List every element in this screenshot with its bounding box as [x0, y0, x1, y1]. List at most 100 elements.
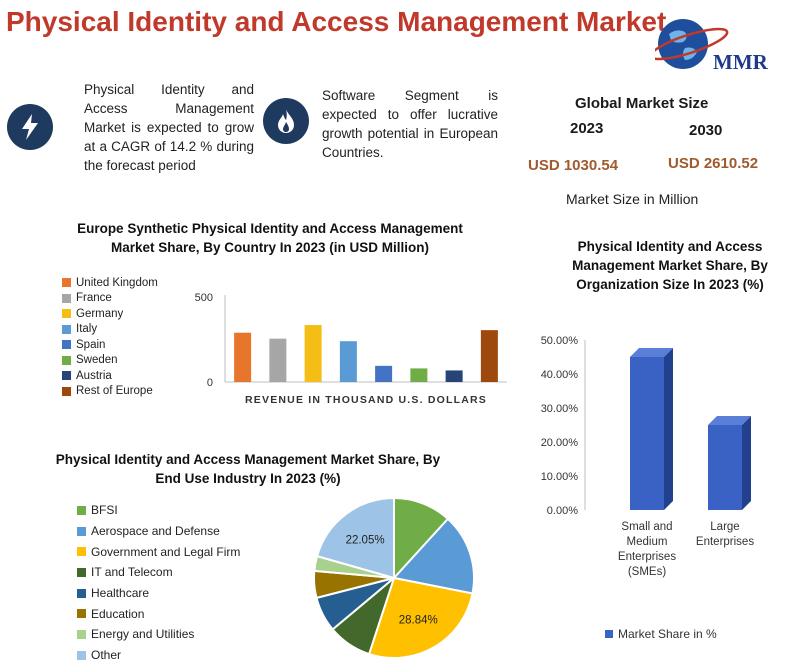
legend-swatch [77, 609, 86, 619]
bar [630, 357, 664, 510]
pie-slice-label: 22.05% [346, 535, 385, 547]
legend-swatch [62, 371, 71, 381]
x-axis-label: REVENUE IN THOUSAND U.S. DOLLARS [245, 394, 487, 406]
country-legend-item: Italy [62, 322, 158, 338]
bar [708, 425, 742, 510]
legend-label: Government and Legal Firm [91, 544, 241, 559]
bar-top [708, 416, 751, 425]
y-tick-label: 50.00% [541, 335, 579, 347]
legend-swatch [77, 650, 86, 660]
legend-label: United Kingdom [76, 276, 158, 289]
country-chart-title: Europe Synthetic Physical Identity and A… [77, 221, 463, 255]
kpi-caption: Market Size in Million [566, 191, 699, 207]
bar-side [742, 416, 751, 510]
category-label: Large [710, 521, 739, 533]
bar-side [664, 348, 673, 510]
pie-slice [392, 517, 475, 595]
legend-swatch [77, 567, 86, 577]
y-tick-label: 40.00% [541, 369, 579, 381]
segment-text: Software Segment is expected to offer lu… [322, 88, 498, 160]
industry-legend-item: Healthcare [77, 583, 240, 604]
y-tick-label: 500 [195, 292, 213, 304]
legend-label: BFSI [91, 503, 118, 518]
pie-slice [367, 576, 474, 659]
y-tick-label: 20.00% [541, 437, 579, 449]
legend-swatch [62, 340, 71, 350]
legend-swatch [77, 526, 86, 536]
globe-icon [649, 19, 729, 69]
page-title: Physical Identity and Access Management … [6, 6, 667, 37]
legend-swatch [77, 588, 86, 598]
legend-swatch [62, 278, 71, 288]
legend-label: Other [91, 648, 122, 663]
legend-label: Austria [76, 369, 112, 382]
legend-swatch [77, 629, 86, 639]
legend-label: IT and Telecom [91, 565, 173, 580]
legend-label: Market Share in % [618, 627, 717, 641]
y-tick-label: 0.00% [547, 505, 578, 517]
country-legend-item: Spain [62, 337, 158, 353]
legend-swatch [77, 547, 86, 557]
bar-top [630, 348, 673, 357]
legend-label: Aerospace and Defense [91, 524, 220, 539]
legend-swatch [62, 324, 71, 334]
category-label: Enterprises [618, 551, 676, 563]
kpi-year-2030: 2030 [689, 122, 723, 139]
y-tick-label: 30.00% [541, 403, 579, 415]
legend-swatch [605, 630, 613, 638]
country-legend-item: Germany [62, 306, 158, 322]
industry-legend-item: Other [77, 645, 240, 666]
kpi-value-2023: USD 1030.54 [528, 157, 619, 174]
industry-legend-item: IT and Telecom [77, 562, 240, 583]
industry-legend-item: Aerospace and Defense [77, 521, 240, 542]
bar [234, 332, 252, 382]
industry-pie-chart: 28.84% 22.05% [313, 496, 475, 659]
industry-legend-item: BFSI [77, 500, 240, 521]
pie-slice-label: 28.84% [399, 614, 438, 626]
industry-legend: BFSI Aerospace and Defense Government and … [77, 500, 240, 666]
legend-label: Spain [76, 338, 106, 351]
industry-legend-item: Government and Legal Firm [77, 541, 240, 562]
country-legend-item: Rest of Europe [62, 384, 158, 400]
legend-label: Italy [76, 323, 98, 336]
industry-legend-item: Education [77, 603, 240, 624]
legend-label: Education [91, 606, 145, 621]
legend-label: Healthcare [91, 586, 150, 601]
industry-chart-title: Physical Identity and Access Management … [55, 452, 441, 486]
legend-swatch [62, 355, 71, 365]
country-legend-item: France [62, 291, 158, 307]
category-label: (SMEs) [628, 566, 667, 578]
brand-logo: MMR [649, 14, 795, 74]
legend-label: Rest of Europe [76, 385, 153, 398]
legend-swatch [77, 505, 86, 515]
legend-swatch [62, 386, 71, 396]
org-chart-title: Physical Identity and Access Management … [572, 239, 768, 292]
kpi-year-2023: 2023 [570, 120, 604, 137]
bar [410, 368, 428, 382]
category-label: Medium [627, 536, 668, 548]
legend-label: Germany [76, 307, 124, 320]
legend-label: Sweden [76, 354, 118, 367]
bar [445, 370, 463, 382]
bar [480, 330, 498, 382]
legend-label: France [76, 292, 112, 305]
y-tick-label: 0 [207, 377, 213, 389]
growth-text: Physical Identity and Access Management … [84, 82, 254, 173]
country-legend-item: United Kingdom [62, 275, 158, 291]
country-legend: United Kingdom France Germany Italy Spain Swe… [62, 275, 158, 399]
lightning-icon [7, 104, 53, 150]
legend-label: Energy and Utilities [91, 627, 195, 642]
y-tick-label: 10.00% [541, 471, 579, 483]
bar [339, 341, 357, 382]
country-bar-chart: 0 500 REVENUE IN THOUSAND U.S. DOLLARS [195, 292, 507, 406]
bar [304, 325, 322, 382]
industry-legend-item: Energy and Utilities [77, 624, 240, 645]
pie-slice [315, 496, 395, 580]
category-label: Small and [621, 521, 672, 533]
country-legend-item: Sweden [62, 353, 158, 369]
logo-text: MMR [713, 50, 768, 74]
bar [375, 365, 393, 382]
country-legend-item: Austria [62, 368, 158, 384]
legend-swatch [62, 309, 71, 319]
org-bar-chart: 0.00% 10.00% 20.00% 30.00% 40.00% 50.00% Small… [541, 335, 755, 641]
